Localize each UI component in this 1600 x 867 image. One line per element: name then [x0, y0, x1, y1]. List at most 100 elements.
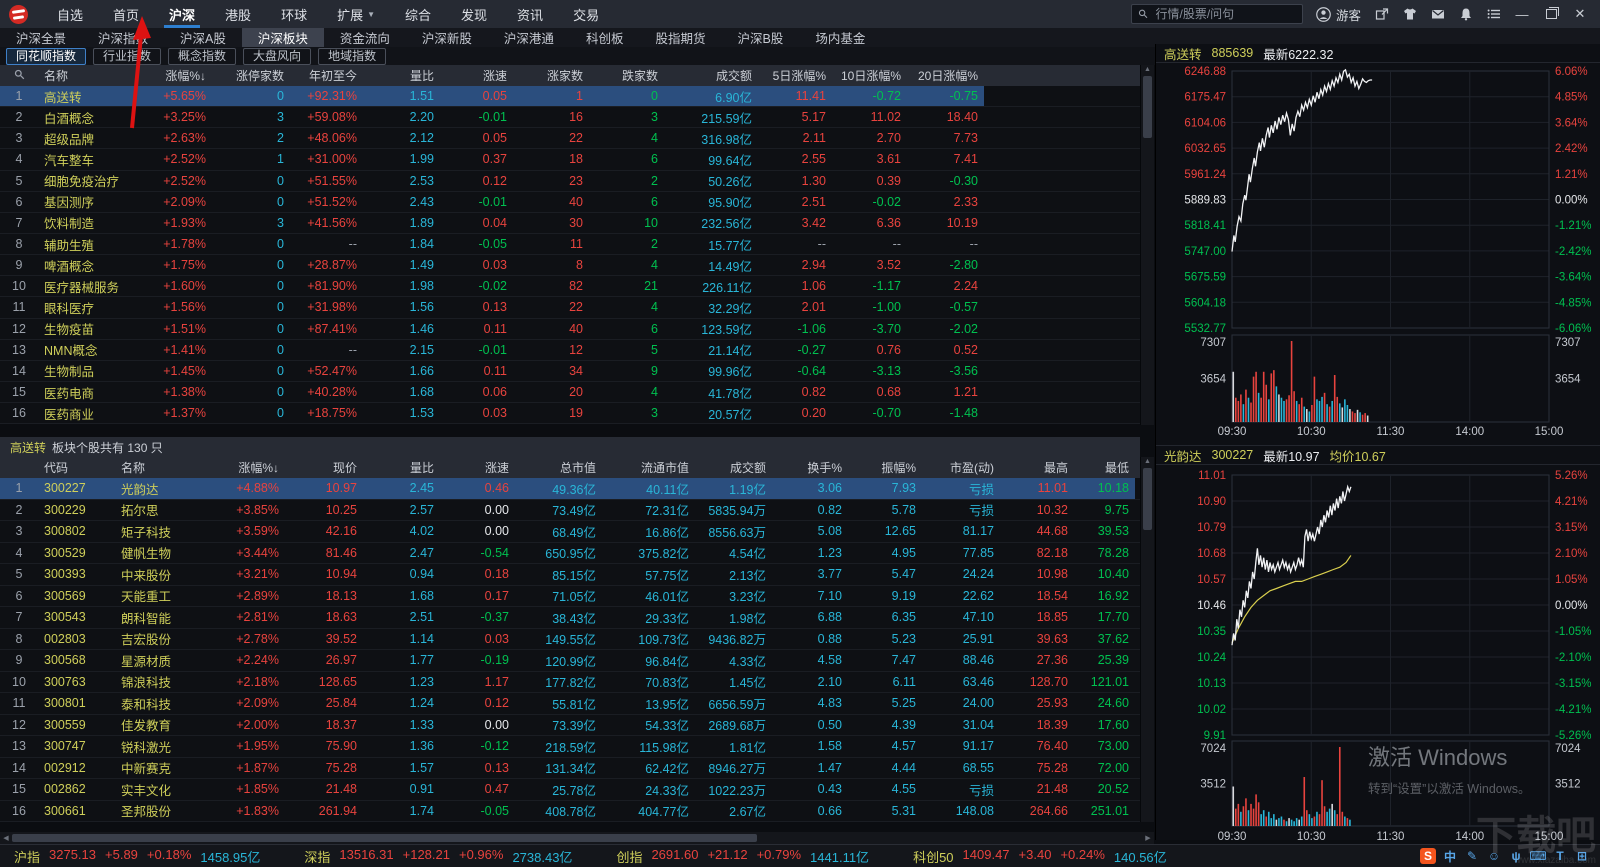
scroll-right-icon[interactable]: ▶ — [1145, 835, 1151, 842]
tab-股指期货[interactable]: 股指期货 — [655, 32, 706, 46]
table-row-NMN概念[interactable]: 13 NMN概念 +1.41% 0 -- 2.15 -0.01 12 5 21.14亿 -0.27 0… — [0, 339, 1140, 361]
microphone-icon[interactable]: ψ — [1511, 849, 1521, 863]
table-row-细胞免疫治疗[interactable]: 5 细胞免疫治疗 +2.52% 0 +51.55% 2.53 0.12 23 2 50.26亿 1.… — [0, 170, 1140, 192]
index-quote-科创50[interactable]: 科创50 1409.47 +3.40 +0.24% 140.56亿 — [913, 847, 1167, 866]
index-quote-深指[interactable]: 深指 13516.31 +128.21 +0.96% 2738.43亿 — [304, 847, 572, 866]
tab-场内基金[interactable]: 场内基金 — [815, 32, 866, 46]
search-box[interactable] — [1130, 4, 1303, 24]
column-header-流通市值[interactable]: 流通市值 — [640, 461, 689, 475]
column-header-成交额[interactable]: 成交额 — [715, 69, 752, 83]
tab-科创板[interactable]: 科创板 — [585, 32, 624, 46]
table-row-医药电商[interactable]: 15 医药电商 +1.38% 0 +40.28% 1.68 0.06 20 4 41.78亿 0.8… — [0, 381, 1140, 404]
table-row-002912[interactable]: 14 002912 中新赛克 +1.87% 75.28 1.57 0.13 131.34亿 62… — [0, 757, 1140, 779]
table-row-基因测序[interactable]: 6 基因测序 +2.09% 0 +51.52% 2.43 -0.01 40 6 95.90亿 2.5… — [0, 191, 1140, 213]
scrollbar-thumb[interactable] — [12, 834, 757, 842]
mail-icon[interactable] — [1430, 7, 1445, 22]
column-header-20日涨幅%[interactable]: 20日涨幅% — [917, 69, 978, 83]
menu-item-交易[interactable]: 交易 — [573, 7, 600, 23]
column-header-年初至今[interactable]: 年初至今 — [308, 69, 357, 83]
table-row-300568[interactable]: 9 300568 星源材质 +2.24% 26.97 1.77 -0.19 120.99亿 96… — [0, 650, 1140, 672]
column-header-量比[interactable]: 量比 — [409, 461, 434, 475]
column-header-涨幅%[interactable]: 涨幅%↓ — [238, 461, 279, 475]
column-header-现价[interactable]: 现价 — [332, 461, 357, 475]
subtab-概念指数[interactable]: 概念指数 — [168, 47, 237, 65]
table-row-白酒概念[interactable]: 2 白酒概念 +3.25% 3 +59.08% 2.20 -0.01 16 3 215.59亿 5.… — [0, 107, 1140, 129]
minimize-icon[interactable]: — — [1515, 6, 1529, 22]
menu-item-环球[interactable]: 环球 — [281, 7, 308, 23]
column-header-最高[interactable]: 最高 — [1043, 461, 1068, 475]
column-header-10日涨幅%[interactable]: 10日涨幅% — [840, 69, 901, 83]
table-row-300229[interactable]: 2 300229 拓尔思 +3.85% 10.25 2.57 0.00 73.49亿 72.31… — [0, 499, 1140, 521]
table-row-002803[interactable]: 8 002803 吉宏股份 +2.78% 39.52 1.14 0.03 149.55亿 109… — [0, 628, 1140, 650]
table-row-医疗器械服务[interactable]: 10 医疗器械服务 +1.60% 0 +81.90% 1.98 -0.02 82 21 226.1… — [0, 276, 1140, 298]
close-icon[interactable]: ✕ — [1574, 6, 1586, 21]
menu-item-自选[interactable]: 自选 — [57, 7, 84, 23]
grid-icon[interactable]: ⊞ — [1576, 849, 1588, 863]
column-header-代码[interactable]: 代码 — [44, 461, 69, 475]
tab-沪深板块[interactable]: 沪深板块 — [241, 28, 324, 47]
table-row-300393[interactable]: 5 300393 中来股份 +3.21% 10.94 0.94 0.18 85.15亿 57.7… — [0, 564, 1140, 586]
bell-icon[interactable] — [1458, 7, 1473, 22]
column-header-index[interactable] — [0, 69, 38, 83]
pen-icon[interactable]: ✎ — [1466, 849, 1478, 863]
tab-沪深指数[interactable]: 沪深指数 — [98, 32, 149, 46]
menu-item-沪深[interactable]: 沪深 — [154, 0, 210, 28]
table-row-生物疫苗[interactable]: 12 生物疫苗 +1.51% 0 +87.41% 1.46 0.11 40 6 123.59亿 -1… — [0, 318, 1140, 340]
menu-item-资讯[interactable]: 资讯 — [517, 7, 544, 23]
tab-沪深A股[interactable]: 沪深A股 — [180, 32, 226, 46]
index-quote-沪指[interactable]: 沪指 3275.13 +5.89 +0.18% 1458.95亿 — [14, 847, 260, 866]
table-row-002862[interactable]: 15 002862 实丰文化 +1.85% 21.48 0.91 0.47 25.78亿 24.… — [0, 779, 1140, 801]
subtab-同花顺指数[interactable]: 同花顺指数 — [6, 47, 87, 65]
table-row-饮料制造[interactable]: 7 饮料制造 +1.93% 3 +41.56% 1.89 0.04 30 10 232.56亿 3.… — [0, 212, 1140, 234]
column-header-振幅%[interactable]: 振幅% — [881, 461, 916, 475]
menu-item-扩展[interactable]: 扩展 ▼ — [337, 7, 376, 23]
scroll-left-icon[interactable]: ◀ — [3, 835, 9, 842]
tab-沪深B股[interactable]: 沪深B股 — [737, 32, 784, 46]
column-header-换手%[interactable]: 换手% — [807, 461, 842, 475]
menu-item-首页[interactable]: 首页 — [113, 7, 140, 23]
column-header-成交额[interactable]: 成交额 — [729, 461, 766, 475]
column-header-涨幅%[interactable]: 涨幅%↓ — [165, 69, 206, 83]
table-row-300801[interactable]: 11 300801 泰和科技 +2.09% 25.84 1.24 0.12 55.81亿 13.… — [0, 693, 1140, 715]
table-row-高送转[interactable]: 1 高送转 +5.65% 0 +92.31% 1.51 0.05 1 0 6.90亿 11.41 -0… — [0, 86, 1140, 108]
app-logo-icon[interactable] — [9, 4, 28, 24]
table-row-啤酒概念[interactable]: 9 啤酒概念 +1.75% 0 +28.87% 1.49 0.03 8 4 14.49亿 2.94 3… — [0, 255, 1140, 277]
column-header-5日涨幅%[interactable]: 5日涨幅% — [772, 69, 826, 83]
search-icon[interactable] — [14, 69, 25, 80]
emoji-icon[interactable]: ☺ — [1487, 849, 1501, 863]
menu-item-发现[interactable]: 发现 — [461, 7, 488, 23]
column-header-市盈(动)[interactable]: 市盈(动) — [950, 461, 994, 475]
board-table-scrollbar[interactable]: ▲ — [1140, 65, 1154, 425]
horizontal-scrollbar[interactable]: ◀ ▶ — [0, 832, 1154, 844]
column-header-涨速[interactable]: 涨速 — [484, 461, 509, 475]
menu-list-icon[interactable] — [1486, 7, 1501, 22]
user-account[interactable]: 游客 — [1316, 5, 1361, 24]
stock-table-scrollbar[interactable]: ▲ — [1140, 457, 1154, 822]
column-header-最低[interactable]: 最低 — [1104, 461, 1129, 475]
menu-item-综合[interactable]: 综合 — [405, 7, 432, 23]
table-row-眼科医疗[interactable]: 11 眼科医疗 +1.56% 0 +31.98% 1.56 0.13 22 4 32.29亿 2.0… — [0, 297, 1140, 319]
table-row-300661[interactable]: 16 300661 圣邦股份 +1.83% 261.94 1.74 -0.05 408.78亿… — [0, 800, 1140, 822]
tab-沪深新股[interactable]: 沪深新股 — [421, 32, 472, 46]
table-row-生物制品[interactable]: 14 生物制品 +1.45% 0 +52.47% 1.66 0.11 34 9 99.96亿 -0.… — [0, 360, 1140, 382]
chinese-mode-icon[interactable]: 中 — [1443, 849, 1456, 864]
tab-沪深全景[interactable]: 沪深全景 — [16, 32, 67, 46]
column-header-量比[interactable]: 量比 — [409, 69, 434, 83]
theme-shirt-icon[interactable] — [1402, 7, 1417, 22]
stock-intraday-chart[interactable]: 11.01 5.26% 10.90 4.21% 10.79 3.15% 10.68 2.10%… — [1156, 465, 1600, 846]
subtab-地域指数[interactable]: 地域指数 — [318, 47, 387, 65]
table-row-300543[interactable]: 7 300543 朗科智能 +2.81% 18.63 2.51 -0.37 38.43亿 29.… — [0, 607, 1140, 629]
table-row-300747[interactable]: 13 300747 锐科激光 +1.95% 75.90 1.36 -0.12 218.59亿 1… — [0, 736, 1140, 758]
table-row-300763[interactable]: 10 300763 锦浪科技 +2.18% 128.65 1.23 1.17 177.82亿 7… — [0, 671, 1140, 693]
table-row-辅助生殖[interactable]: 8 辅助生殖 +1.78% 0 -- 1.84 -0.05 11 2 15.77亿 -- -- -- — [0, 233, 1140, 256]
column-header-跌家数[interactable]: 跌家数 — [621, 69, 658, 83]
column-header-涨速[interactable]: 涨速 — [482, 69, 507, 83]
subtab-行业指数[interactable]: 行业指数 — [93, 47, 162, 65]
table-row-300802[interactable]: 3 300802 矩子科技 +3.59% 42.16 4.02 0.00 68.49亿 16.8… — [0, 521, 1140, 543]
table-row-300529[interactable]: 4 300529 健帆生物 +3.44% 81.46 2.47 -0.54 650.95亿 37… — [0, 542, 1140, 564]
tab-资金流向[interactable]: 资金流向 — [339, 32, 390, 46]
popout-icon[interactable] — [1374, 7, 1389, 22]
column-header-总市值[interactable]: 总市值 — [559, 461, 596, 475]
index-quote-创指[interactable]: 创指 2691.60 +21.12 +0.79% 1441.11亿 — [616, 847, 869, 866]
column-header-涨家数[interactable]: 涨家数 — [546, 69, 583, 83]
